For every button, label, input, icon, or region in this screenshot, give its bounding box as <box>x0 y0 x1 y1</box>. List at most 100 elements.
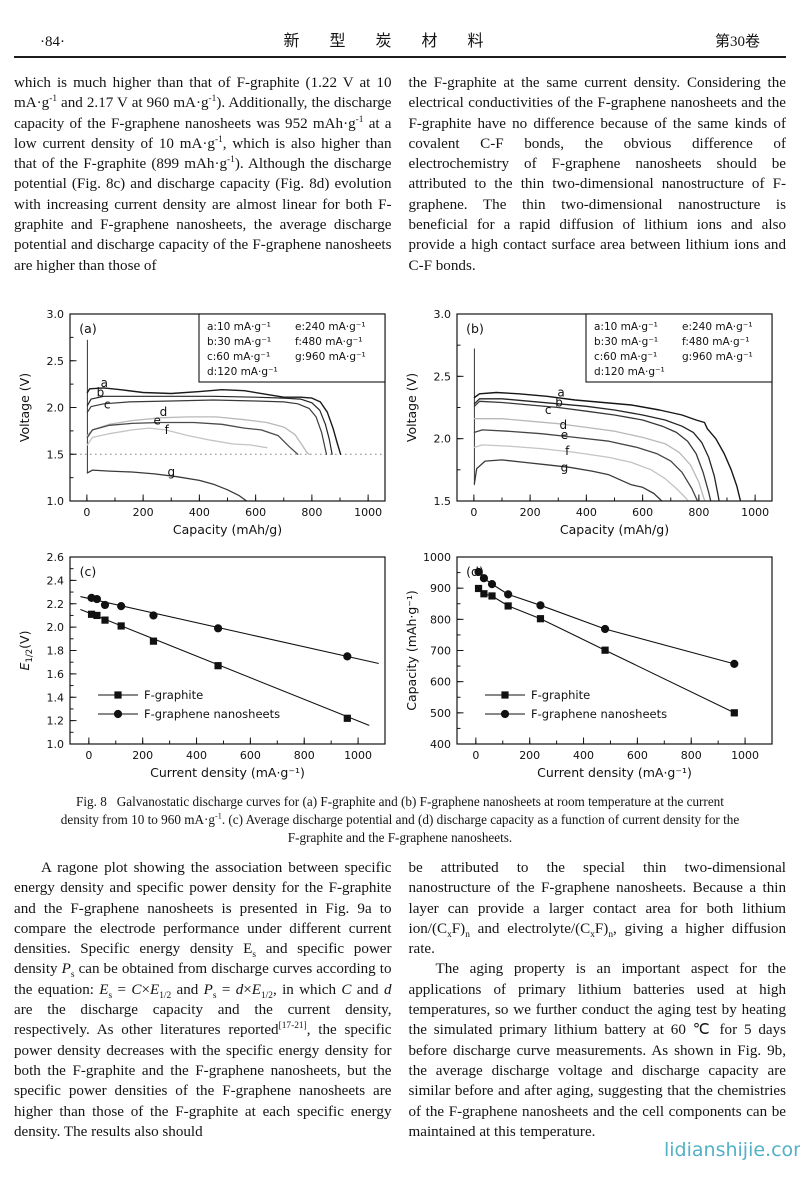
svg-text:1000: 1000 <box>731 749 759 762</box>
svg-text:400: 400 <box>189 506 210 519</box>
svg-text:1000: 1000 <box>354 506 382 519</box>
paragraph-aging: The aging property is an important aspec… <box>408 961 787 1140</box>
svg-text:500: 500 <box>430 707 451 720</box>
bottom-text-columns: A ragone plot showing the association be… <box>14 858 786 1142</box>
svg-text:2.0: 2.0 <box>47 621 65 634</box>
svg-text:F-graphite: F-graphite <box>531 688 590 702</box>
svg-text:e:240 mA·g⁻¹: e:240 mA·g⁻¹ <box>682 321 753 333</box>
svg-text:200: 200 <box>133 506 154 519</box>
svg-text:800: 800 <box>688 506 709 519</box>
svg-text:(c): (c) <box>80 564 97 579</box>
svg-text:200: 200 <box>519 749 540 762</box>
svg-text:Capacity (mAh/g): Capacity (mAh/g) <box>173 522 282 537</box>
svg-text:900: 900 <box>430 582 451 595</box>
svg-text:Current density (mA·g⁻¹): Current density (mA·g⁻¹) <box>150 765 305 780</box>
svg-text:Capacity (mAh·g⁻¹): Capacity (mAh·g⁻¹) <box>404 590 419 711</box>
svg-text:1000: 1000 <box>344 749 372 762</box>
journal-title: 新 型 炭 材 料 <box>283 33 497 50</box>
svg-text:(a): (a) <box>79 321 96 336</box>
svg-text:g:960 mA·g⁻¹: g:960 mA·g⁻¹ <box>682 351 753 363</box>
svg-text:800: 800 <box>430 613 451 626</box>
svg-text:1.4: 1.4 <box>47 691 65 704</box>
chart-c-average-discharge-potential: 0 200 400 600 800 1000 1.0 1.2 1.4 1.6 1.8 2.0 2.2 2.… <box>17 551 386 780</box>
svg-text:0: 0 <box>83 506 90 519</box>
svg-text:g:960 mA·g⁻¹: g:960 mA·g⁻¹ <box>295 351 366 363</box>
svg-text:a:10 mA·g⁻¹: a:10 mA·g⁻¹ <box>207 321 271 333</box>
svg-text:200: 200 <box>520 506 541 519</box>
svg-text:Capacity (mAh/g): Capacity (mAh/g) <box>560 522 669 537</box>
svg-text:d:120 mA·g⁻¹: d:120 mA·g⁻¹ <box>594 366 665 378</box>
svg-text:a: a <box>101 376 108 390</box>
svg-text:1.0: 1.0 <box>47 495 65 508</box>
svg-text:e: e <box>561 428 568 442</box>
bottom-left-column: A ragone plot showing the association be… <box>14 858 392 1142</box>
svg-text:400: 400 <box>576 506 597 519</box>
svg-text:800: 800 <box>301 506 322 519</box>
svg-text:400: 400 <box>430 738 451 751</box>
svg-text:1.5: 1.5 <box>434 495 452 508</box>
svg-text:a:10 mA·g⁻¹: a:10 mA·g⁻¹ <box>594 321 658 333</box>
svg-text:2.2: 2.2 <box>47 598 65 611</box>
svg-text:(b): (b) <box>466 321 484 336</box>
bottom-right-column: be attributed to the special thin two-di… <box>409 858 787 1142</box>
svg-text:0: 0 <box>85 749 92 762</box>
svg-text:800: 800 <box>294 749 315 762</box>
svg-text:1.2: 1.2 <box>47 715 65 728</box>
svg-text:b:30 mA·g⁻¹: b:30 mA·g⁻¹ <box>594 336 658 348</box>
svg-text:2.0: 2.0 <box>434 433 452 446</box>
svg-text:0: 0 <box>472 749 479 762</box>
svg-text:F-graphene nanosheets: F-graphene nanosheets <box>531 707 667 721</box>
paragraph-ragone: A ragone plot showing the association be… <box>14 860 392 1140</box>
svg-text:600: 600 <box>430 676 451 689</box>
svg-text:c:60 mA·g⁻¹: c:60 mA·g⁻¹ <box>207 351 270 363</box>
svg-text:d: d <box>160 405 168 419</box>
volume-label: 第30卷 <box>714 34 760 50</box>
svg-text:e: e <box>153 414 160 428</box>
svg-text:2.4: 2.4 <box>47 574 65 587</box>
svg-text:Voltage (V): Voltage (V) <box>404 373 419 442</box>
svg-text:700: 700 <box>430 645 451 658</box>
svg-text:a: a <box>557 386 564 400</box>
svg-text:3.0: 3.0 <box>434 308 452 321</box>
svg-text:d: d <box>560 418 568 432</box>
svg-text:1000: 1000 <box>741 506 769 519</box>
svg-text:b:30 mA·g⁻¹: b:30 mA·g⁻¹ <box>207 336 271 348</box>
figure-8-panels: a b c d e f g 0 200 400 600 800 1000 1.0 1.5 2.0 2.5 3.0(… <box>14 306 786 786</box>
page-header: ·84· 新 型 炭 材 料 第30卷 <box>14 0 786 58</box>
svg-text:600: 600 <box>627 749 648 762</box>
svg-text:Voltage (V): Voltage (V) <box>17 373 32 442</box>
svg-text:b: b <box>97 386 105 400</box>
watermark: lidianshijie.com <box>664 1139 800 1161</box>
paragraph-nanostructure: be attributed to the special thin two-di… <box>408 860 787 958</box>
svg-text:Current density (mA·g⁻¹): Current density (mA·g⁻¹) <box>537 765 692 780</box>
svg-text:e:240 mA·g⁻¹: e:240 mA·g⁻¹ <box>295 321 366 333</box>
svg-text:2.5: 2.5 <box>47 355 65 368</box>
svg-text:c: c <box>104 398 111 412</box>
svg-text:b: b <box>555 396 563 410</box>
figure-caption: Fig. 8 Galvanostatic discharge curves fo… <box>60 794 740 845</box>
svg-text:c:60 mA·g⁻¹: c:60 mA·g⁻¹ <box>594 351 657 363</box>
svg-text:g: g <box>561 460 569 474</box>
svg-text:600: 600 <box>240 749 261 762</box>
svg-text:F-graphite: F-graphite <box>144 688 203 702</box>
svg-text:d:120 mA·g⁻¹: d:120 mA·g⁻¹ <box>207 366 278 378</box>
paragraph-top-left: which is much higher than that of F-grap… <box>14 75 392 274</box>
svg-text:3.0: 3.0 <box>47 308 65 321</box>
svg-text:c: c <box>545 403 552 417</box>
svg-text:F-graphene nanosheets: F-graphene nanosheets <box>144 707 280 721</box>
svg-text:f:480 mA·g⁻¹: f:480 mA·g⁻¹ <box>295 336 362 348</box>
svg-text:f:480 mA·g⁻¹: f:480 mA·g⁻¹ <box>682 336 749 348</box>
svg-text:600: 600 <box>632 506 653 519</box>
svg-text:E1/2(V): E1/2(V) <box>17 631 35 671</box>
svg-text:600: 600 <box>245 506 266 519</box>
svg-text:0: 0 <box>470 506 477 519</box>
svg-text:2.6: 2.6 <box>47 551 65 564</box>
svg-text:1.0: 1.0 <box>47 738 65 751</box>
svg-text:1.8: 1.8 <box>47 645 65 658</box>
paragraph-top-right: the F-graphite at the same current densi… <box>408 75 787 274</box>
svg-text:1.5: 1.5 <box>47 448 65 461</box>
svg-text:400: 400 <box>573 749 594 762</box>
svg-text:g: g <box>167 465 175 479</box>
